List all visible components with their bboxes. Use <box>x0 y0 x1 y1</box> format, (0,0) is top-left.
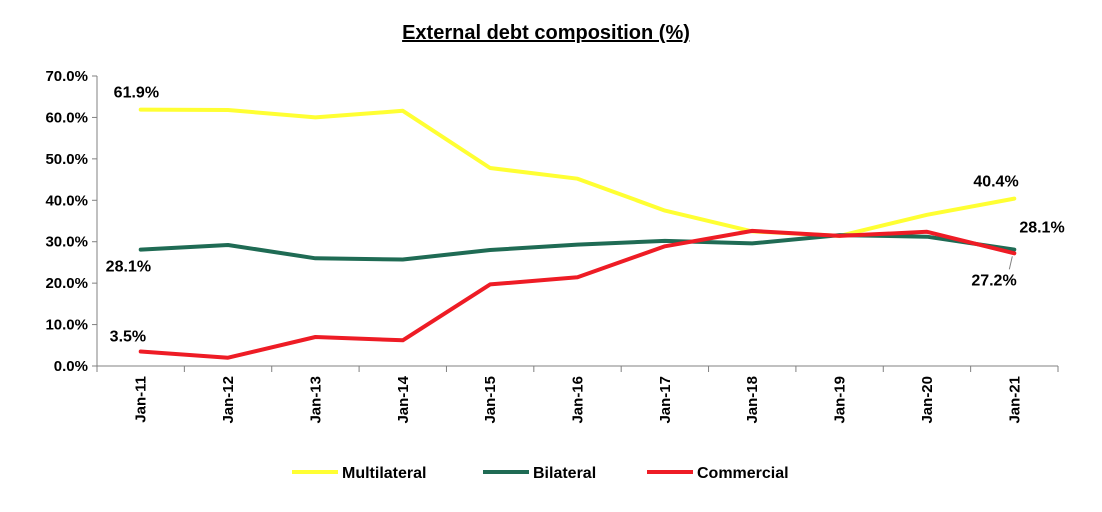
x-tick-label: Jan-21 <box>1006 376 1023 424</box>
data-label: 27.2% <box>971 272 1016 289</box>
x-tick-label: Jan-17 <box>657 376 674 424</box>
legend: Multilateral Bilateral Commercial <box>292 465 789 482</box>
x-tick-label: Jan-11 <box>133 376 150 423</box>
x-tick-label: Jan-15 <box>482 376 499 424</box>
y-tick-label: 0.0% <box>54 358 88 375</box>
y-tick-label: 30.0% <box>45 234 88 251</box>
x-tick-label: Jan-20 <box>919 376 936 424</box>
x-tick-label: Jan-16 <box>570 376 587 424</box>
y-tick-label: 50.0% <box>45 151 88 168</box>
data-label: 28.1% <box>1019 220 1064 237</box>
series-line-multilateral <box>138 107 1017 238</box>
y-tick-label: 20.0% <box>45 275 88 292</box>
x-tick-label: Jan-14 <box>395 375 412 423</box>
legend-label-commercial: Commercial <box>697 465 789 482</box>
x-tick-label: Jan-19 <box>832 376 849 424</box>
data-label: 28.1% <box>106 259 151 276</box>
x-tick-label: Jan-18 <box>744 376 761 424</box>
series-line-commercial <box>138 228 1017 360</box>
x-tick-label: Jan-12 <box>220 376 237 424</box>
y-tick-label: 70.0% <box>45 68 88 85</box>
y-tick-label: 40.0% <box>45 192 88 209</box>
legend-label-multilateral: Multilateral <box>342 465 426 482</box>
data-label: 3.5% <box>110 329 146 346</box>
chart-title: External debt composition (%) <box>402 22 690 44</box>
data-label-leader <box>1008 256 1013 270</box>
legend-label-bilateral: Bilateral <box>533 465 596 482</box>
data-labels: 61.9% 28.1% 3.5% 40.4% 28.1% 27.2% <box>106 85 1065 346</box>
y-tick-label: 10.0% <box>45 317 88 334</box>
data-label: 61.9% <box>114 85 159 102</box>
x-tick-label: Jan-13 <box>307 376 324 424</box>
series-line-bilateral <box>138 233 1017 262</box>
data-label: 40.4% <box>973 174 1018 191</box>
y-tick-label: 60.0% <box>45 109 88 126</box>
axes: 0.0% 10.0% 20.0% 30.0% 40.0% 50.0% 60.0% 70.0% J… <box>45 68 1059 424</box>
series-lines <box>138 107 1017 360</box>
